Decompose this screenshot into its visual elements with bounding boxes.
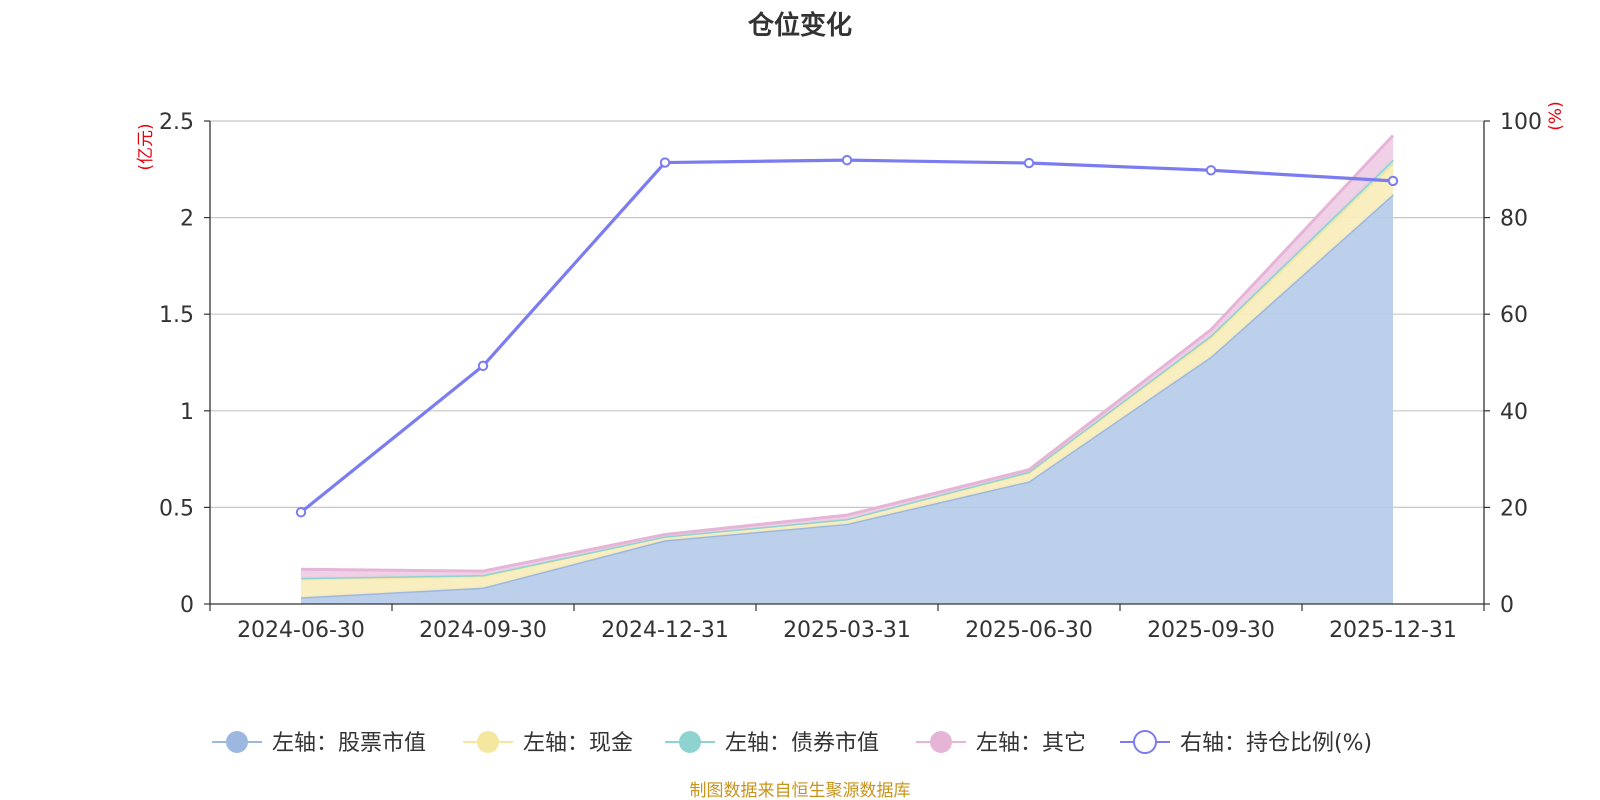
line-point bbox=[477, 360, 489, 372]
legend-item: 左轴：其它 bbox=[916, 731, 1086, 756]
left-axis-tick-label: 1.5 bbox=[159, 303, 194, 328]
legend-label: 左轴：现金 bbox=[523, 731, 633, 756]
area-edge-左轴：其它 bbox=[300, 134, 1395, 573]
legend-marker bbox=[930, 731, 952, 753]
legend-marker bbox=[679, 731, 701, 753]
left-axis-unit: (亿元) bbox=[136, 123, 156, 170]
right-axis-tick-label: 40 bbox=[1500, 400, 1528, 425]
line-point bbox=[1023, 157, 1035, 169]
x-axis-tick-label: 2025-12-31 bbox=[1329, 618, 1457, 643]
legend-item: 左轴：股票市值 bbox=[212, 731, 426, 756]
right-axis-tick-label: 60 bbox=[1500, 303, 1528, 328]
line-point bbox=[295, 507, 307, 518]
legend-item: 右轴：持仓比例(%) bbox=[1120, 730, 1372, 756]
x-axis-tick-label: 2025-09-30 bbox=[1147, 618, 1275, 643]
tick-labels: 0 0.5 1 1.5 2 2.5 0 20 40 60 80 100 2024-06-30 2024-0… bbox=[159, 110, 1542, 643]
x-axis-tick-label: 2025-06-30 bbox=[965, 618, 1093, 643]
left-axis-tick-label: 2.5 bbox=[159, 110, 194, 135]
area-series bbox=[300, 134, 1395, 604]
x-axis-tick-label: 2025-03-31 bbox=[783, 618, 911, 643]
legend-label: 右轴：持仓比例(%) bbox=[1180, 731, 1372, 756]
left-axis-tick-label: 0 bbox=[180, 593, 194, 618]
axes bbox=[204, 120, 1490, 611]
chart-title: 仓位变化 bbox=[747, 10, 852, 41]
left-axis-tick-label: 2 bbox=[180, 207, 194, 232]
legend-item: 左轴：债券市值 bbox=[665, 731, 879, 756]
legend-marker bbox=[1133, 730, 1157, 754]
line-point bbox=[1387, 175, 1399, 187]
legend-label: 左轴：其它 bbox=[976, 731, 1086, 756]
x-axis-tick-label: 2024-09-30 bbox=[419, 618, 547, 643]
left-axis-tick-label: 0.5 bbox=[159, 496, 194, 521]
left-axis-tick-label: 1 bbox=[180, 400, 194, 425]
legend-marker bbox=[477, 731, 499, 753]
right-axis-tick-label: 20 bbox=[1500, 496, 1528, 521]
legend: 左轴：股票市值 左轴：现金 左轴：债券市值 左轴：其它 右轴：持仓比例(%) bbox=[212, 730, 1372, 756]
right-axis-tick-label: 0 bbox=[1500, 593, 1514, 618]
line-point bbox=[841, 154, 853, 166]
x-axis-tick-label: 2024-06-30 bbox=[237, 618, 365, 643]
right-axis-unit: (%) bbox=[1546, 101, 1566, 130]
x-axis-tick-label: 2024-12-31 bbox=[601, 618, 729, 643]
legend-label: 左轴：债券市值 bbox=[725, 731, 879, 756]
legend-item: 左轴：现金 bbox=[463, 731, 633, 756]
right-axis-tick-label: 80 bbox=[1500, 207, 1528, 232]
right-axis-tick-label: 100 bbox=[1500, 110, 1542, 135]
source-note: 制图数据来自恒生聚源数据库 bbox=[690, 781, 911, 800]
area-左轴：现金 bbox=[301, 163, 1393, 598]
line-point bbox=[1205, 165, 1217, 176]
line-series bbox=[295, 154, 1399, 518]
legend-marker bbox=[226, 731, 248, 753]
line-point bbox=[659, 157, 671, 168]
area-左轴：股票市值 bbox=[301, 194, 1393, 604]
legend-label: 左轴：股票市值 bbox=[272, 731, 426, 756]
